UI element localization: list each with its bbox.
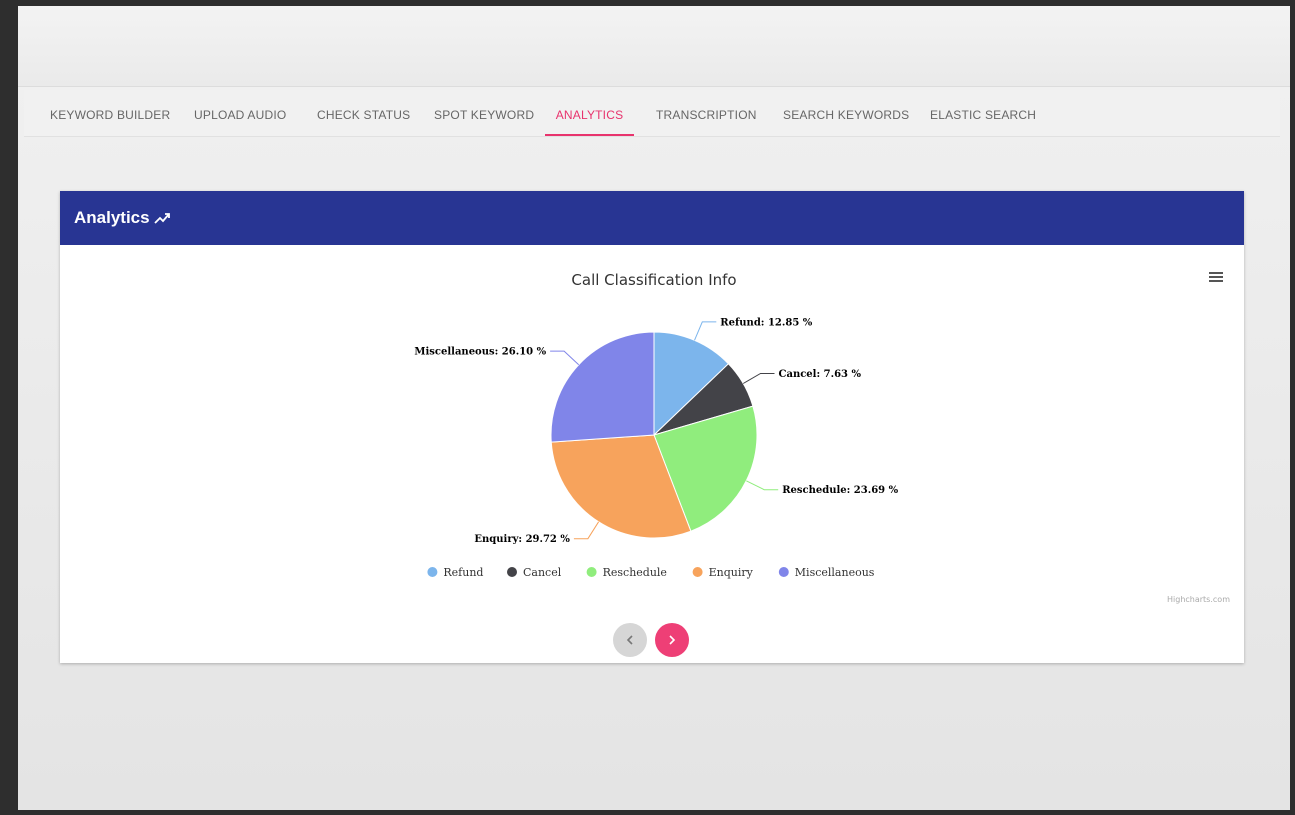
connector-enquiry [573, 521, 600, 540]
legend-item-enquiry[interactable]: Enquiry [692, 566, 754, 579]
analytics-title: Analytics [74, 208, 150, 227]
chevron-right-icon [669, 635, 676, 645]
data-label-cancel: Cancel: 7.63 % [779, 369, 862, 380]
analytics-card: Analytics Call Classification Info Refun… [60, 191, 1244, 663]
connector-refund [694, 321, 717, 341]
chart-title: Call Classification Info [571, 271, 736, 289]
tab-elastic-search[interactable]: ELASTIC SEARCH [930, 108, 1037, 122]
legend-marker-enquiry [692, 567, 703, 577]
previous-button[interactable] [613, 623, 647, 657]
data-label-refund: Refund: 12.85 % [720, 317, 812, 328]
tab-analytics[interactable]: ANALYTICS [545, 90, 634, 136]
pie-slice-miscellaneous[interactable] [550, 331, 655, 443]
legend-label-refund: Refund [443, 566, 483, 579]
tab-keyword-builder[interactable]: KEYWORD BUILDER [50, 108, 171, 122]
legend-item-reschedule[interactable]: Reschedule [586, 566, 667, 579]
trending-up-icon [154, 213, 170, 224]
connector-cancel [742, 373, 775, 384]
analytics-header: Analytics [60, 191, 1244, 245]
tab-spot-keyword[interactable]: SPOT KEYWORD [434, 108, 535, 122]
tab-transcription[interactable]: TRANSCRIPTION [656, 108, 757, 122]
chart-menu-icon[interactable] [1208, 270, 1224, 284]
legend-label-cancel: Cancel [523, 566, 562, 579]
legend-item-miscellaneous[interactable]: Miscellaneous [778, 566, 875, 579]
legend-item-cancel[interactable]: Cancel [507, 566, 562, 579]
browser-frame: KEYWORD BUILDER UPLOAD AUDIO CHECK STATU… [18, 6, 1290, 810]
pie-slices [550, 331, 758, 539]
tab-check-status[interactable]: CHECK STATUS [317, 108, 411, 122]
pie-chart: Call Classification Info Refund: 12.85 %… [414, 271, 898, 579]
connector-reschedule [746, 480, 779, 491]
chart-legend: Refund Cancel Reschedule Enquiry Miscellaneo… [427, 566, 875, 579]
chevron-left-icon [626, 635, 633, 645]
legend-item-refund[interactable]: Refund [427, 566, 483, 579]
data-label-miscellaneous: Miscellaneous: 26.10 % [414, 347, 546, 358]
connector-miscellaneous [550, 350, 580, 366]
data-label-reschedule: Reschedule: 23.69 % [782, 485, 898, 496]
legend-label-miscellaneous: Miscellaneous [795, 566, 875, 579]
tab-upload-audio[interactable]: UPLOAD AUDIO [194, 108, 287, 122]
app-top-bar [18, 6, 1290, 87]
tab-search-keywords[interactable]: SEARCH KEYWORDS [783, 108, 910, 122]
pie-slice-enquiry[interactable] [550, 434, 692, 539]
legend-marker-miscellaneous [778, 567, 789, 577]
chart-credit[interactable]: Highcharts.com [1167, 595, 1230, 604]
data-label-enquiry: Enquiry: 29.72 % [474, 534, 570, 545]
legend-marker-reschedule [586, 567, 597, 577]
legend-marker-refund [427, 567, 438, 577]
legend-marker-cancel [507, 567, 517, 577]
slice-connectors [550, 321, 779, 540]
legend-label-enquiry: Enquiry [709, 566, 754, 579]
pie-slice-reschedule[interactable] [653, 405, 758, 532]
slice-labels: Refund: 12.85 % Cancel: 7.63 % Reschedule:… [414, 317, 898, 545]
next-button[interactable] [655, 623, 689, 657]
legend-label-reschedule: Reschedule [603, 566, 667, 579]
tab-bar: KEYWORD BUILDER UPLOAD AUDIO CHECK STATU… [24, 90, 1280, 137]
